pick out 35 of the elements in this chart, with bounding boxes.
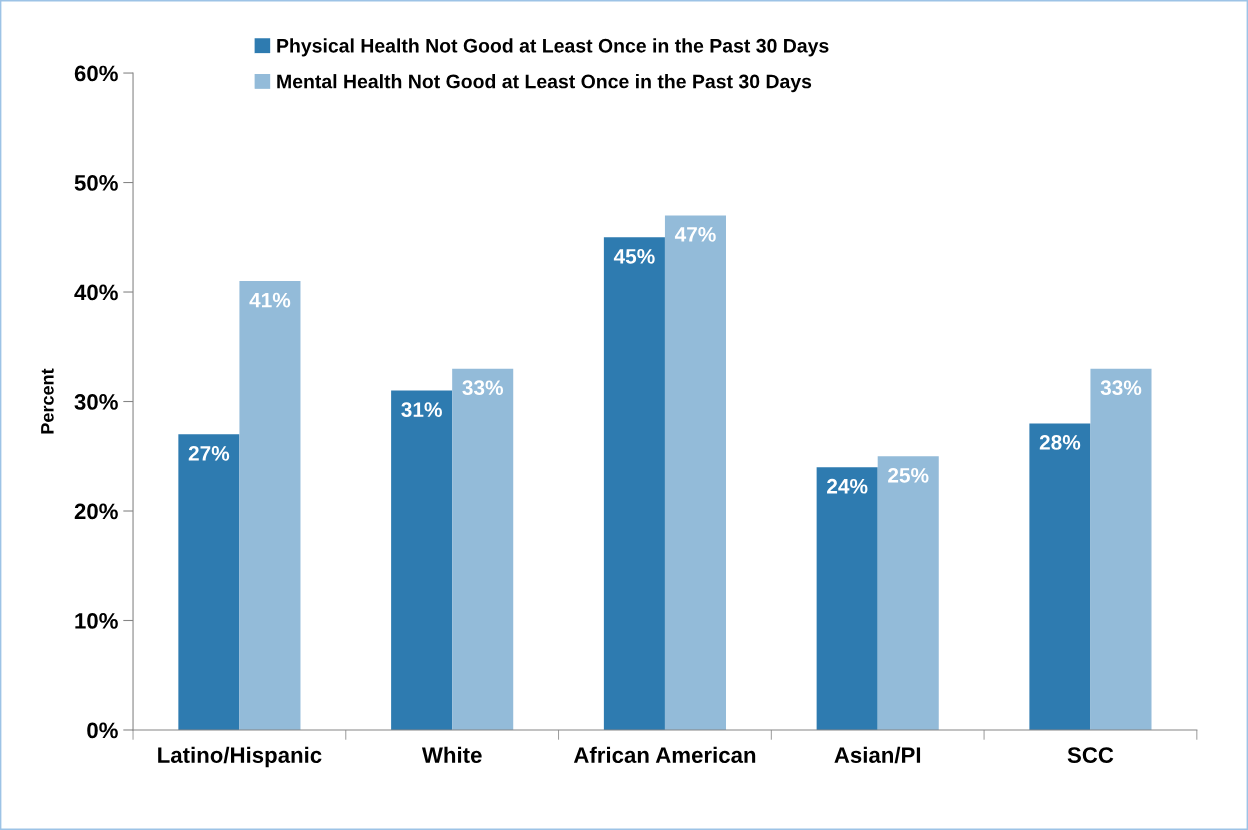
legend-label: Mental Health Not Good at Least Once in the Past 30 Days: [277, 74, 812, 93]
data-label: 27%: [188, 446, 230, 461]
legend-label: Physical Health Not Good at Least Once in the Past 30 Days: [277, 38, 829, 57]
data-label: 41%: [249, 292, 291, 308]
data-label: 31%: [401, 402, 442, 418]
bar: [391, 390, 453, 730]
bar: [239, 281, 301, 730]
x-tick-label: White: [421, 746, 482, 763]
bar: [603, 237, 665, 730]
y-tick-label: 20%: [74, 503, 118, 520]
bar: [452, 368, 514, 730]
data-label: 33%: [1100, 380, 1142, 396]
bar: [664, 215, 726, 730]
data-label: 28%: [1039, 435, 1081, 450]
bar: [1090, 368, 1152, 730]
data-label: 33%: [462, 380, 504, 396]
data-label: 45%: [613, 248, 655, 264]
y-tick-label: 50%: [74, 175, 118, 191]
y-tick-label: 30%: [74, 394, 118, 410]
y-tick-label: 40%: [74, 284, 118, 301]
x-tick-label: Asian/PI: [834, 746, 921, 764]
data-label: 24%: [827, 478, 868, 494]
data-label: 25%: [888, 467, 929, 483]
bar: [816, 467, 878, 730]
y-tick-label: 10%: [75, 613, 118, 629]
bar: [1029, 423, 1091, 730]
y-axis-title: Percent: [41, 368, 54, 434]
data-label: 47%: [674, 227, 716, 242]
bar: [178, 434, 240, 730]
bar: [877, 456, 939, 730]
x-tick-label: African American: [573, 746, 756, 763]
x-tick-label: Latino/Hispanic: [158, 746, 322, 768]
x-tick-label: SCC: [1067, 747, 1114, 763]
y-tick-label: 60%: [74, 65, 118, 82]
y-tick-label: 0%: [87, 722, 118, 739]
